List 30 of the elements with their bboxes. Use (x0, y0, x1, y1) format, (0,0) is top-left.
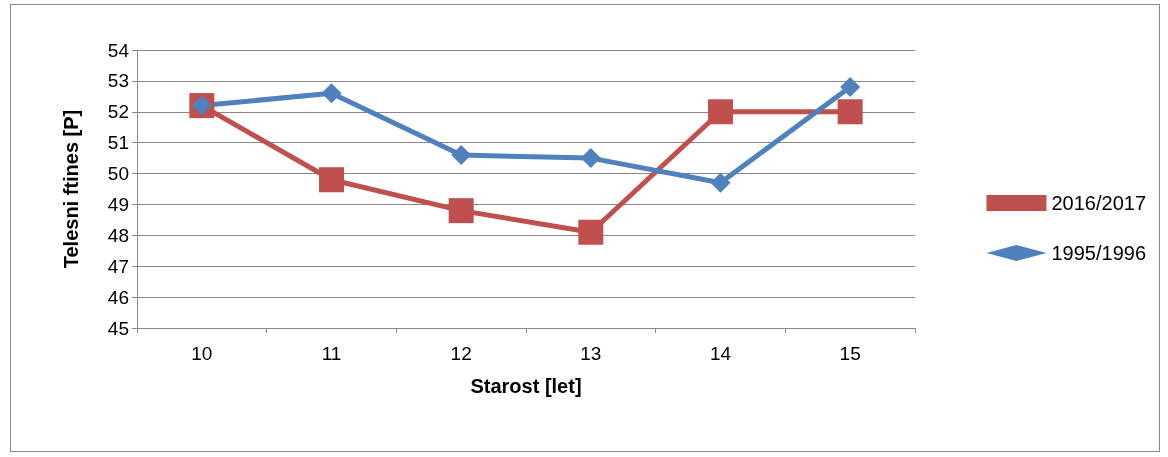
x-axis-title: Starost [let] (470, 375, 582, 397)
point (321, 83, 342, 104)
x-tick-label: 15 (839, 343, 861, 364)
point (319, 167, 344, 193)
point (580, 148, 601, 169)
y-tick-label: 51 (107, 132, 129, 154)
legend-label: 2016/2017 (1051, 192, 1147, 214)
x-tick-label: 10 (191, 343, 213, 364)
x-tick-label: 12 (450, 343, 472, 364)
x-tick-label: 13 (580, 343, 602, 364)
y-tick-label: 50 (107, 163, 129, 185)
legend-label: 1995/1996 (1051, 242, 1147, 264)
point (840, 77, 861, 98)
point (837, 99, 863, 125)
point (708, 99, 733, 125)
y-tick-label: 48 (107, 224, 129, 246)
point (578, 219, 604, 245)
y-tick-label: 45 (107, 317, 129, 339)
point (710, 172, 731, 193)
y-tick-label: 53 (107, 70, 129, 92)
y-tick-label: 52 (107, 101, 129, 123)
y-tick-label: 47 (107, 255, 129, 277)
y-tick-label: 54 (107, 39, 130, 61)
x-tick-label: 14 (709, 343, 732, 364)
x-tick-label: 11 (321, 343, 342, 364)
y-axis-title: Telesni ftines [P] (60, 109, 82, 269)
y-tick-label: 46 (107, 286, 129, 308)
y-tick-label: 49 (107, 193, 129, 215)
point (448, 198, 474, 224)
point (451, 145, 472, 166)
